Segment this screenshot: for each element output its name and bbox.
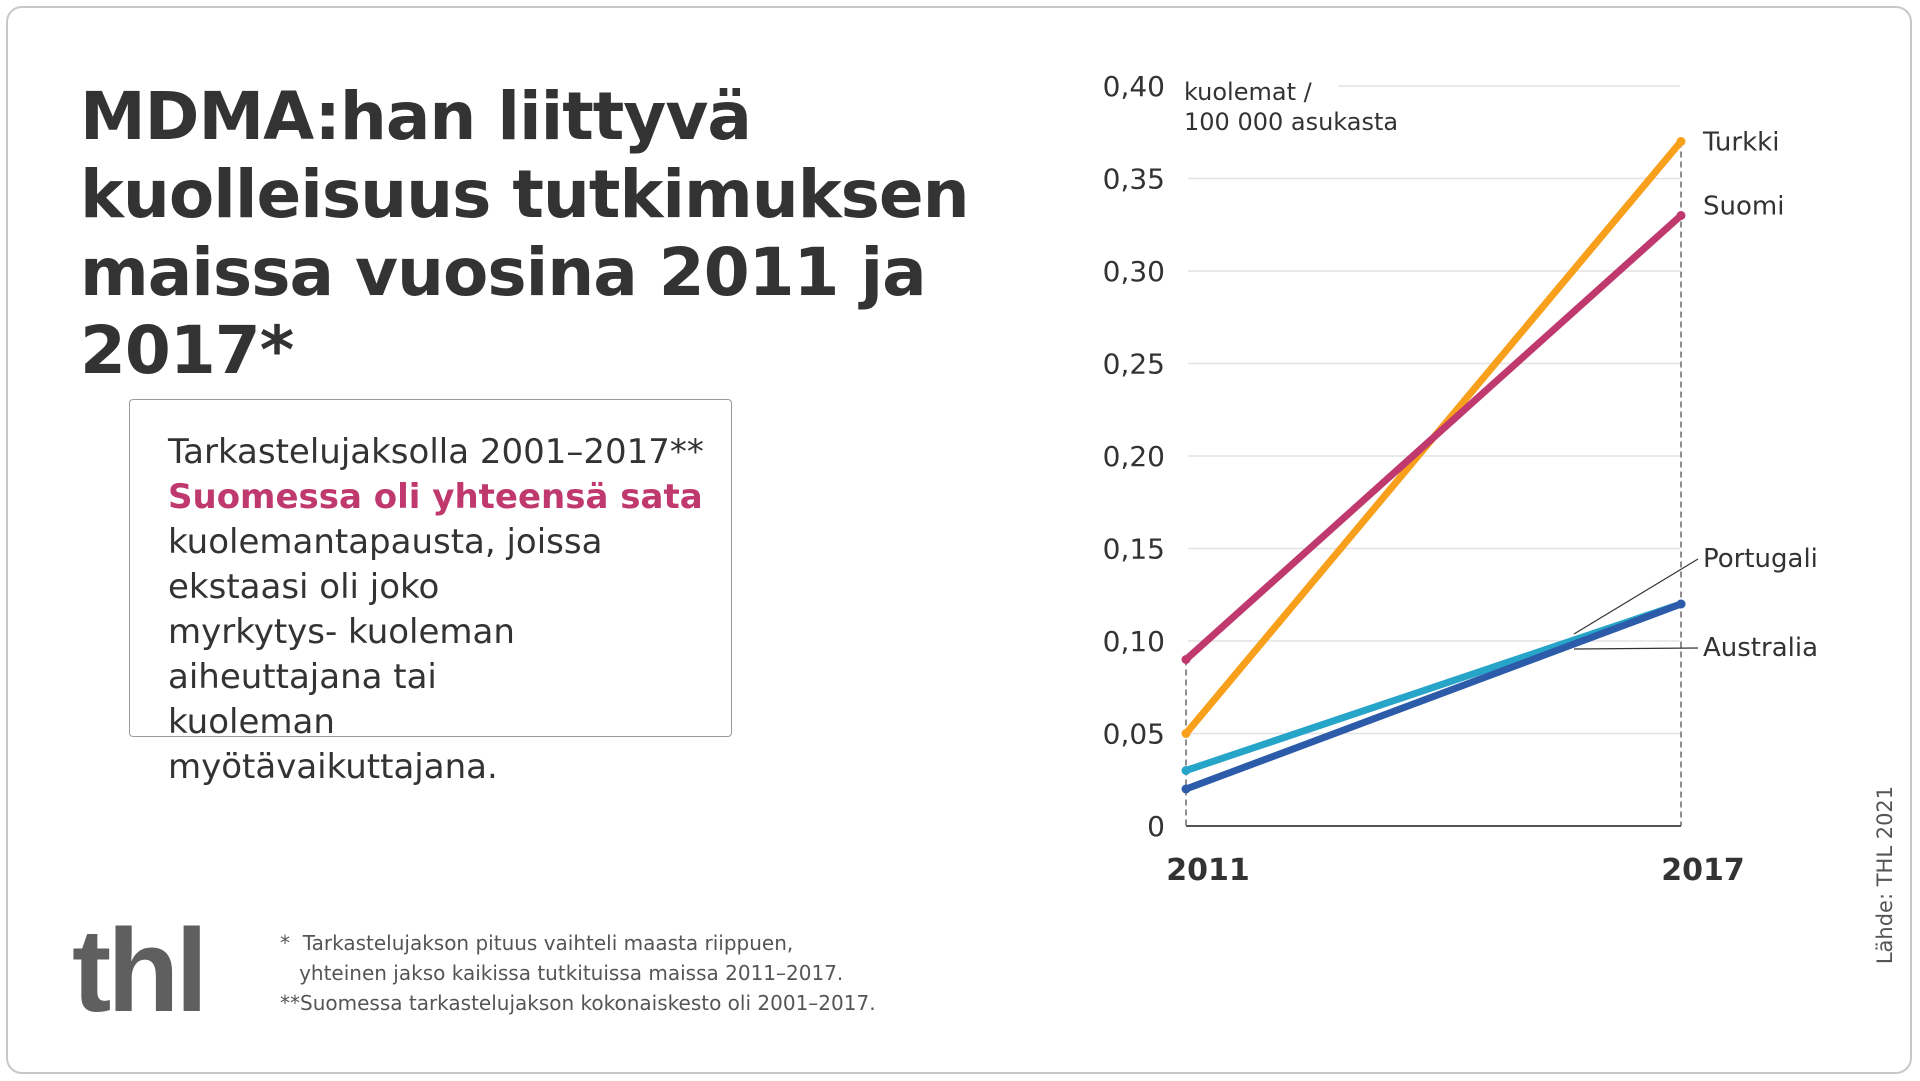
data-point-suomi	[1676, 211, 1686, 220]
series-line-suomi	[1182, 212, 1685, 663]
series-label-suomi: Suomi	[1703, 192, 1784, 222]
footnote-2: yhteinen jakso kaikissa tutkituissa mais…	[280, 961, 844, 985]
data-point-turkki	[1676, 137, 1686, 146]
y-tick-label: 0	[1147, 810, 1165, 843]
data-point-australia	[1676, 599, 1686, 609]
y-tick-label: 0,30	[1103, 255, 1165, 288]
x-tick-label: 2017	[1661, 853, 1745, 888]
footnotes: * Tarkastelujakson pituus vaihteli maast…	[280, 928, 876, 1018]
data-point-turkki	[1181, 729, 1191, 738]
series-label-portugali: Portugali	[1703, 544, 1818, 574]
series-label-australia: Australia	[1703, 633, 1818, 663]
card-frame	[6, 6, 1912, 1074]
thl-logo: thl	[72, 905, 208, 1037]
footnote-1: * Tarkastelujakson pituus vaihteli maast…	[280, 931, 794, 955]
y-tick-label: 0,05	[1103, 718, 1165, 751]
info-line1: Tarkastelujaksolla 2001–2017**	[168, 432, 704, 472]
y-tick-label: 0,20	[1103, 440, 1165, 473]
info-highlight: Suomessa oli yhteensä sata	[168, 477, 703, 517]
y-tick-label: 0,15	[1103, 533, 1165, 566]
leader-line-portugali	[1573, 558, 1699, 635]
data-point-suomi	[1181, 655, 1191, 664]
y-axis-label: 100 000 asukasta	[1184, 108, 1398, 136]
series-line-australia	[1182, 600, 1685, 793]
info-box: Tarkastelujaksolla 2001–2017** Suomessa …	[129, 399, 732, 787]
y-tick-label: 0,25	[1103, 348, 1165, 381]
y-axis-label: kuolemat /	[1184, 78, 1313, 106]
y-tick-label: 0,10	[1103, 625, 1165, 658]
y-tick-label: 0,40	[1103, 70, 1165, 103]
info-rest: kuolemantapausta, joissa ekstaasi oli jo…	[168, 522, 603, 787]
footnote-3: **Suomessa tarkastelujakson kokonaiskest…	[280, 991, 876, 1015]
page-title: MDMA:han liittyvä kuolleisuus tutkimukse…	[80, 78, 970, 389]
x-tick-label: 2011	[1166, 853, 1250, 888]
leader-line-australia	[1573, 647, 1699, 650]
y-tick-label: 0,35	[1103, 163, 1165, 196]
data-point-australia	[1181, 784, 1191, 794]
data-point-portugali	[1181, 766, 1191, 775]
series-label-turkki: Turkki	[1702, 128, 1779, 158]
